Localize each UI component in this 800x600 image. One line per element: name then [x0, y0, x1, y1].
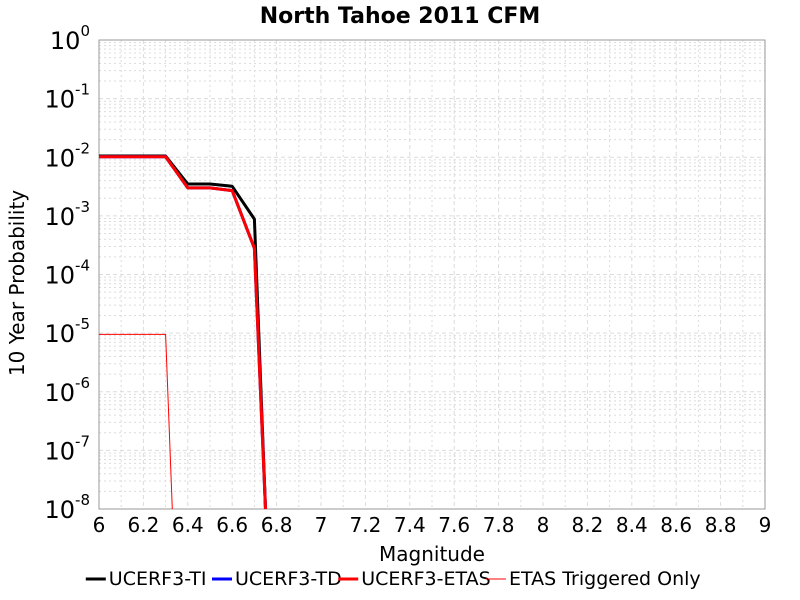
x-tick-label: 6 — [93, 513, 106, 537]
y-tick-label: 10-2 — [44, 139, 90, 172]
y-tick-label: 10-4 — [44, 257, 90, 290]
series-line-etas-triggered-only — [99, 333, 173, 510]
x-tick-label: 8.8 — [705, 513, 737, 537]
x-tick-labels: 6 6.2 6.4 6.6 6.8 7 7.2 7.4 7.6 7.8 8 8.2 8.4 8.6 8.8 9 — [93, 513, 772, 537]
x-tick-label: 9 — [759, 513, 772, 537]
y-tick-label: 10-3 — [44, 198, 90, 231]
y-tick-label: 10-8 — [44, 491, 90, 524]
series-line-ucerf3-etas — [99, 155, 267, 510]
y-tick-label: 100 — [50, 22, 90, 55]
chart-title: North Tahoe 2011 CFM — [260, 4, 541, 29]
y-tick-labels: 100 10-1 10-2 10-3 10-4 10-5 10-6 10-7 10-8 — [44, 22, 90, 524]
y-tick-label: 10-5 — [44, 315, 90, 348]
x-tick-label: 8.2 — [571, 513, 603, 537]
x-tick-label: 7.8 — [483, 513, 515, 537]
x-tick-label: 8 — [537, 513, 550, 537]
legend-label: UCERF3-TI — [109, 568, 207, 590]
legend-label: ETAS Triggered Only — [509, 568, 701, 590]
legend-label: UCERF3-TD — [235, 568, 342, 590]
x-tick-label: 8.6 — [660, 513, 692, 537]
x-tick-label: 6.4 — [172, 513, 204, 537]
x-tick-label: 7.4 — [394, 513, 426, 537]
grid — [98, 40, 766, 510]
series-layer — [99, 154, 267, 510]
x-tick-label: 7.6 — [438, 513, 470, 537]
x-axis-label: Magnitude — [379, 542, 485, 566]
legend-label: UCERF3-ETAS — [361, 568, 490, 590]
x-tick-label: 8.4 — [616, 513, 648, 537]
x-tick-label: 6.8 — [261, 513, 293, 537]
x-tick-label: 6.6 — [216, 513, 248, 537]
y-axis-label: 10 Year Probability — [5, 190, 29, 376]
plot-area — [98, 39, 766, 510]
legend: UCERF3-TI UCERF3-TD UCERF3-ETAS ETAS Trigge… — [85, 568, 701, 590]
y-tick-label: 10-6 — [44, 374, 90, 407]
y-tick-label: 10-7 — [44, 432, 90, 465]
x-tick-label: 7 — [315, 513, 328, 537]
x-tick-label: 6.2 — [127, 513, 159, 537]
x-tick-label: 7.2 — [349, 513, 381, 537]
y-tick-label: 10-1 — [44, 81, 90, 114]
